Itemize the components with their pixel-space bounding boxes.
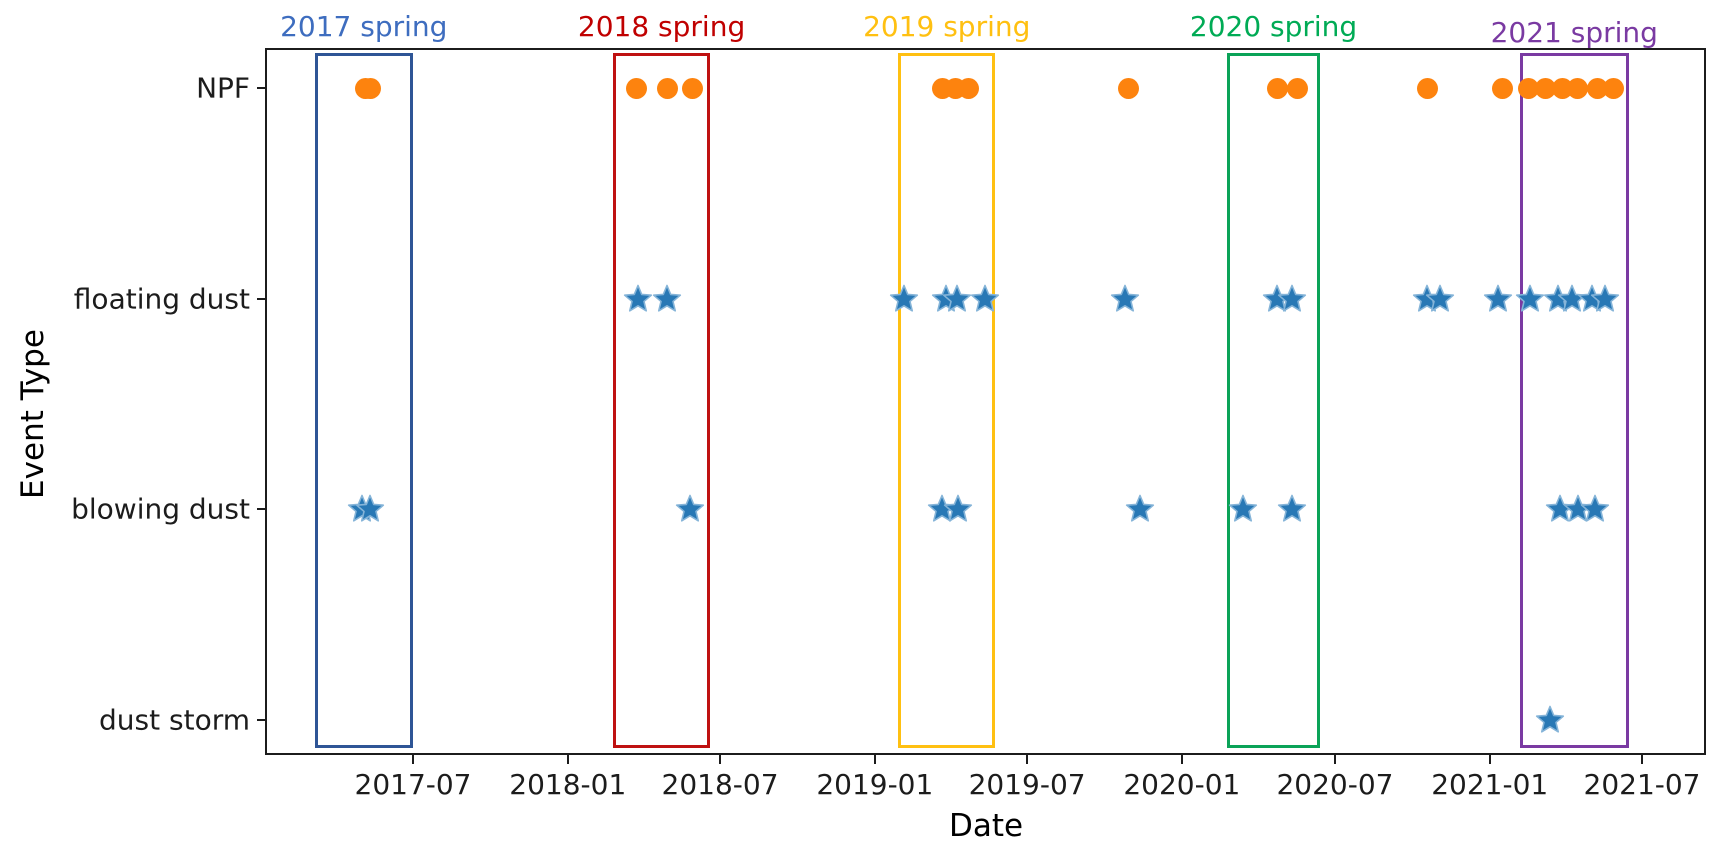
NPF-point	[1566, 77, 1588, 99]
y-tick-label-dust-storm: dust storm	[99, 703, 250, 737]
NPF-point	[1267, 77, 1289, 99]
x-tick	[412, 755, 414, 764]
NPF-point	[957, 77, 979, 99]
NPF-point	[1491, 77, 1513, 99]
x-tick	[1641, 755, 1643, 764]
floating-dust-point	[1110, 284, 1140, 314]
floating-dust-point	[1425, 284, 1455, 314]
y-tick-label-floating-dust: floating dust	[73, 282, 250, 316]
NPF-point	[1602, 77, 1624, 99]
spring-label-2018-spring: 2018 spring	[577, 10, 746, 43]
floating-dust-point	[1590, 284, 1620, 314]
x-tick-label: 2019-07	[968, 768, 1086, 801]
y-tick	[257, 508, 266, 511]
NPF-point	[1534, 77, 1556, 99]
NPF-point	[681, 77, 703, 99]
x-tick	[1488, 755, 1491, 764]
floating-dust-point	[889, 284, 919, 314]
blowing-dust-point	[1125, 494, 1155, 524]
x-tick-label: 2020-07	[1276, 768, 1394, 801]
floating-dust-point	[623, 284, 653, 314]
NPF-point	[657, 77, 679, 99]
y-axis-title: Event Type	[15, 329, 51, 499]
NPF-point	[1586, 77, 1608, 99]
NPF-point	[1117, 77, 1139, 99]
x-tick-label: 2018-01	[509, 768, 627, 801]
blowing-dust-point	[1277, 494, 1307, 524]
NPF-point	[1416, 77, 1438, 99]
highlight-box-2019-spring	[898, 53, 996, 748]
highlight-box-2017-spring	[314, 53, 413, 748]
floating-dust-point	[942, 284, 972, 314]
spring-label-2019-spring: 2019 spring	[863, 10, 1031, 43]
x-tick-label: 2018-07	[661, 768, 779, 801]
dust-storm-point	[1535, 705, 1565, 735]
floating-dust-point	[1515, 284, 1545, 314]
spring-label-2020-spring: 2020 spring	[1189, 10, 1358, 43]
y-tick-label-NPF: NPF	[196, 71, 250, 105]
y-tick	[257, 297, 266, 300]
blowing-dust-point	[675, 494, 705, 524]
floating-dust-point	[1483, 284, 1513, 314]
y-tick	[257, 719, 266, 721]
x-tick	[1180, 755, 1183, 764]
spring-label-2017-spring: 2017 spring	[280, 10, 448, 43]
x-tick	[873, 755, 876, 764]
x-tick	[1026, 755, 1029, 764]
blowing-dust-point	[1580, 494, 1610, 524]
x-tick-label: 2019-01	[816, 768, 934, 801]
x-tick	[719, 755, 722, 764]
blowing-dust-point	[355, 494, 385, 524]
NPF-point	[1517, 77, 1539, 99]
x-tick	[566, 755, 569, 764]
highlight-box-2020-spring	[1227, 53, 1320, 748]
y-tick-label-blowing-dust: blowing dust	[71, 492, 250, 526]
blowing-dust-point	[943, 494, 973, 524]
x-tick-label: 2020-01	[1123, 768, 1241, 801]
x-tick	[1333, 755, 1336, 764]
plot-frame	[265, 48, 1706, 755]
NPF-point	[360, 77, 382, 99]
highlight-box-2018-spring	[613, 53, 710, 748]
y-tick	[257, 87, 266, 89]
blowing-dust-point	[1228, 494, 1258, 524]
x-tick-label: 2021-07	[1583, 768, 1701, 801]
spring-label-2021-spring: 2021 spring	[1490, 16, 1658, 49]
floating-dust-point	[652, 284, 682, 314]
NPF-point	[626, 77, 648, 99]
x-tick-label: 2017-07	[354, 768, 472, 801]
floating-dust-point	[970, 284, 1000, 314]
highlight-box-2021-spring	[1520, 53, 1629, 748]
NPF-point	[1287, 77, 1309, 99]
x-axis-title: Date	[948, 808, 1024, 844]
x-tick-label: 2021-01	[1431, 768, 1549, 801]
floating-dust-point	[1277, 284, 1307, 314]
